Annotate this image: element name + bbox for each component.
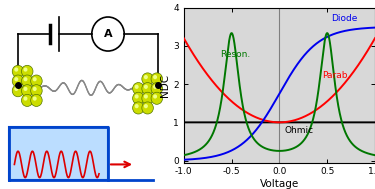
Circle shape [12,85,24,97]
Text: A: A [104,29,112,39]
Circle shape [135,85,139,89]
Circle shape [14,67,18,72]
Circle shape [144,94,148,99]
Circle shape [151,83,163,95]
Circle shape [31,85,42,97]
Circle shape [151,92,163,104]
Circle shape [24,87,27,91]
Circle shape [21,65,33,77]
Circle shape [24,77,27,81]
Circle shape [142,102,153,114]
Text: Parab.: Parab. [322,71,351,80]
Circle shape [12,75,24,87]
Circle shape [133,92,144,104]
Circle shape [33,87,37,91]
Circle shape [133,102,144,114]
Bar [9,127,108,180]
Text: Diode: Diode [331,14,357,23]
Circle shape [151,73,163,85]
X-axis label: Voltage: Voltage [260,179,299,189]
Circle shape [33,77,37,81]
Circle shape [33,96,37,101]
Circle shape [21,85,33,97]
Circle shape [142,92,153,104]
Circle shape [153,85,157,89]
Circle shape [14,77,18,81]
Circle shape [142,73,153,85]
Circle shape [31,94,42,106]
Circle shape [153,94,157,99]
Circle shape [144,104,148,108]
Circle shape [21,94,33,106]
Circle shape [24,96,27,101]
Y-axis label: NDC: NDC [160,74,170,97]
Circle shape [142,83,153,95]
Text: Reson.: Reson. [220,50,251,59]
Circle shape [144,75,148,79]
Circle shape [133,83,144,95]
Circle shape [135,94,139,99]
Circle shape [24,67,27,72]
Circle shape [153,75,157,79]
Circle shape [12,65,24,77]
Circle shape [31,75,42,87]
Circle shape [144,85,148,89]
Circle shape [135,104,139,108]
Circle shape [14,87,18,91]
Circle shape [21,75,33,87]
Text: Ohmic: Ohmic [284,126,313,135]
